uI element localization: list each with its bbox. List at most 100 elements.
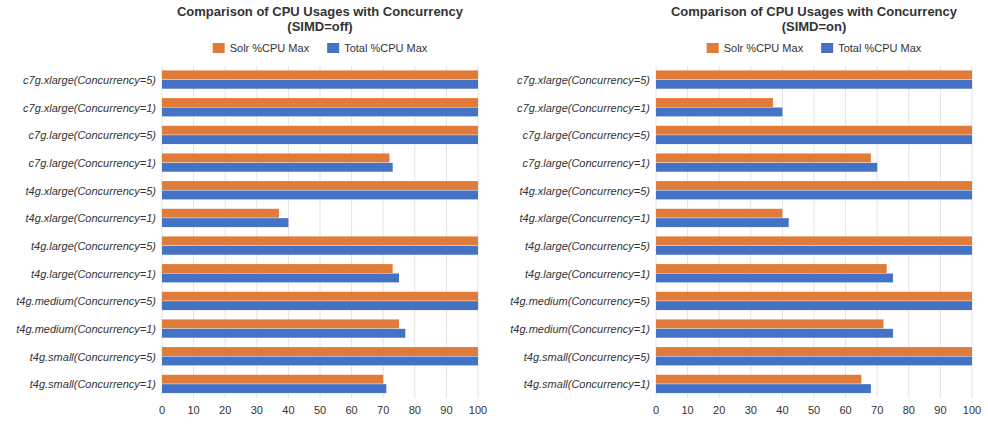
bar [162, 135, 478, 144]
bar [656, 135, 972, 144]
bar [656, 70, 972, 79]
bar [656, 236, 972, 245]
legend-label: Solr %CPU Max [230, 42, 310, 54]
chart-svg: Comparison of CPU Usages with Concurrenc… [0, 0, 988, 428]
legend-swatch [821, 43, 833, 53]
category-label: t4g.medium(Concurrency=1) [16, 323, 156, 335]
category-label: t4g.large(Concurrency=1) [31, 268, 156, 280]
bar [162, 153, 390, 162]
bar [162, 209, 279, 218]
bar [162, 246, 478, 255]
grid [162, 66, 478, 398]
title: Comparison of CPU Usages with Concurrenc… [177, 4, 464, 34]
bar [162, 264, 393, 273]
bar [162, 375, 383, 384]
category-label: t4g.small(Concurrency=5) [524, 351, 651, 363]
x-tick-label: 0 [653, 404, 659, 416]
category-label: c7g.xlarge(Concurrency=1) [23, 102, 156, 114]
legend-swatch [213, 43, 225, 53]
bar [656, 329, 893, 338]
title-line: (SIMD=on) [782, 19, 847, 34]
bars [162, 70, 478, 393]
bar [162, 80, 478, 89]
bar [656, 209, 782, 218]
bar [162, 301, 478, 310]
background [0, 0, 988, 428]
bar [162, 218, 288, 227]
x-tick-label: 50 [314, 404, 326, 416]
x-tick-label: 20 [219, 404, 231, 416]
bar [656, 80, 972, 89]
panel: Comparison of CPU Usages with Concurrenc… [16, 4, 487, 416]
x-tick-label: 40 [776, 404, 788, 416]
x-tick-label: 60 [839, 404, 851, 416]
category-label: t4g.xlarge(Concurrency=5) [25, 185, 156, 197]
x-tick-label: 10 [187, 404, 199, 416]
bar [162, 191, 478, 200]
x-tick-label: 50 [808, 404, 820, 416]
x-tick-label: 80 [409, 404, 421, 416]
bar [656, 292, 972, 301]
title-line: Comparison of CPU Usages with Concurrenc… [177, 4, 464, 19]
bar [656, 384, 871, 393]
x-tick-label: 100 [963, 404, 981, 416]
x-tick-label: 90 [934, 404, 946, 416]
category-label: t4g.small(Concurrency=5) [30, 351, 157, 363]
legend-label: Total %CPU Max [344, 42, 428, 54]
x-tick-label: 40 [282, 404, 294, 416]
x-tick-label: 70 [871, 404, 883, 416]
category-label: c7g.large(Concurrency=5) [523, 129, 651, 141]
bar [162, 292, 478, 301]
bar [656, 108, 782, 117]
bar [656, 347, 972, 356]
category-label: t4g.large(Concurrency=5) [525, 240, 650, 252]
category-label: c7g.large(Concurrency=1) [29, 157, 157, 169]
x-tick-label: 80 [903, 404, 915, 416]
legend: Solr %CPU MaxTotal %CPU Max [707, 42, 922, 54]
category-label: t4g.medium(Concurrency=1) [510, 323, 650, 335]
x-tick-label: 30 [745, 404, 757, 416]
category-label: t4g.xlarge(Concurrency=1) [519, 212, 650, 224]
bar [162, 329, 405, 338]
bar [656, 126, 972, 135]
bar [656, 274, 893, 283]
category-label: c7g.large(Concurrency=1) [523, 157, 651, 169]
bar [162, 347, 478, 356]
chart-root: Comparison of CPU Usages with Concurrenc… [0, 0, 988, 428]
bar [162, 357, 478, 366]
x-tick-label: 30 [251, 404, 263, 416]
legend-swatch [707, 43, 719, 53]
category-label: t4g.medium(Concurrency=5) [510, 295, 650, 307]
bar [656, 218, 789, 227]
category-label: c7g.xlarge(Concurrency=5) [517, 74, 650, 86]
category-label: t4g.medium(Concurrency=5) [16, 295, 156, 307]
category-label: t4g.large(Concurrency=5) [31, 240, 156, 252]
title: Comparison of CPU Usages with Concurrenc… [671, 4, 958, 34]
category-label: t4g.xlarge(Concurrency=5) [519, 185, 650, 197]
bar [162, 236, 478, 245]
legend: Solr %CPU Max Total %CPU Max [213, 42, 428, 54]
legend-swatch [327, 43, 339, 53]
category-label: t4g.small(Concurrency=1) [524, 378, 651, 390]
panel: Comparison of CPU Usages with Concurrenc… [510, 4, 981, 416]
title-line: (SIMD=off) [287, 19, 352, 34]
x-tick-label: 20 [713, 404, 725, 416]
bar [162, 108, 478, 117]
bar [656, 319, 884, 328]
x-tick-label: 0 [159, 404, 165, 416]
bar [656, 375, 861, 384]
bar [162, 319, 399, 328]
bar [162, 384, 386, 393]
grid [656, 66, 972, 398]
x-tick-label: 70 [377, 404, 389, 416]
bar [656, 264, 887, 273]
x-tick-label: 100 [469, 404, 487, 416]
bar [656, 191, 972, 200]
category-label: t4g.xlarge(Concurrency=1) [25, 212, 156, 224]
bar [162, 274, 399, 283]
x-tick-label: 90 [440, 404, 452, 416]
bar [656, 357, 972, 366]
category-label: c7g.xlarge(Concurrency=5) [23, 74, 156, 86]
bar [162, 70, 478, 79]
x-tick-label: 60 [345, 404, 357, 416]
